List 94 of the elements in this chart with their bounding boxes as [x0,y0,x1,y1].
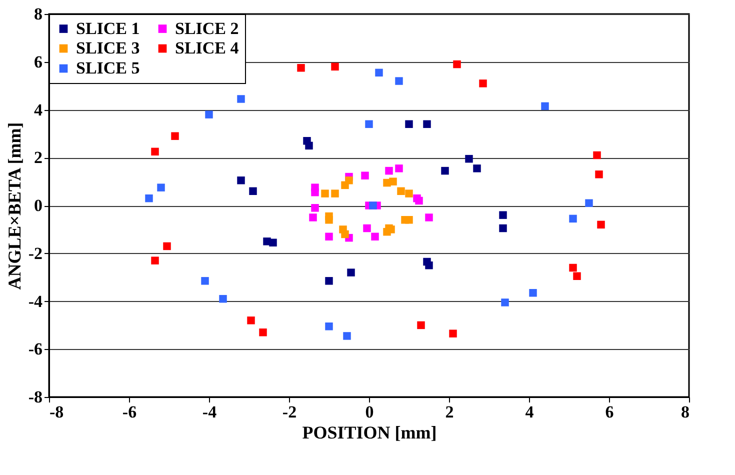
point [395,164,403,172]
y-tick-label: -6 [28,340,42,359]
point [145,194,153,202]
y-tick-label: 2 [34,148,42,168]
point [397,187,405,196]
point [259,328,267,336]
y-tick-label: -4 [28,292,43,311]
point [297,64,305,72]
point [343,332,351,340]
point [361,172,369,180]
x-tick-label: -2 [282,402,297,422]
point [569,264,577,272]
point [201,277,209,285]
y-tick-label: 4 [34,100,43,120]
point [237,176,245,184]
point [425,214,433,222]
point [305,142,313,150]
point [395,77,403,85]
point [449,330,457,338]
point [347,268,355,276]
x-tick-label: -8 [50,402,64,422]
point [499,211,507,219]
point [365,120,373,128]
y-tick-label: -8 [28,388,42,406]
point [595,170,603,178]
point [473,164,481,172]
point [415,196,423,205]
point [163,242,171,250]
point [219,294,227,303]
point [541,102,549,110]
x-tick-label: 8 [681,402,690,422]
point [375,68,383,77]
x-tick-label: 4 [525,402,534,422]
x-tick-label: -6 [122,402,137,422]
y-tick-label: -2 [28,244,42,263]
point [405,190,413,198]
point [453,60,461,68]
point [363,224,371,232]
point [479,80,487,88]
point [383,228,391,236]
point [593,151,601,160]
legend-label: SLICE 4 [175,38,240,58]
point [321,190,329,198]
point [585,199,593,207]
point [389,178,397,186]
point [465,154,473,163]
point [331,190,339,198]
point [205,110,213,118]
point [311,188,319,196]
point [151,148,159,156]
point [171,132,179,140]
legend-label: SLICE 5 [76,58,140,78]
legend-label: SLICE 3 [76,38,140,58]
point [325,277,333,285]
point [405,216,413,224]
point [157,184,165,192]
x-tick-label: 2 [445,402,454,422]
point [249,187,257,196]
point [325,216,333,224]
x-axis-title: POSITION [mm] [302,422,437,442]
y-axis-title: ANGLE×BETA [mm] [4,122,24,290]
point [309,214,317,222]
y-tick-label: 6 [34,52,42,72]
point [405,120,413,128]
point [529,289,537,297]
point [573,272,581,280]
point [331,62,339,71]
x-tick-label: -4 [202,402,218,422]
y-tick-label: 0 [34,196,42,215]
point [499,224,507,232]
y-tick-label: 8 [34,4,42,24]
point [425,261,433,270]
point [569,214,577,223]
point [325,322,333,330]
point [237,95,245,103]
point [311,204,319,212]
point [385,166,393,175]
point [417,321,425,330]
point [369,202,377,210]
legend-label: SLICE 2 [175,18,239,38]
x-tick-label: 0 [365,402,374,422]
point [341,230,349,238]
point [501,298,509,306]
point [325,232,333,240]
point [423,120,431,128]
point [441,166,449,175]
point [345,176,353,184]
point [151,256,159,264]
point [269,238,277,246]
point [247,316,255,324]
legend-label: SLICE 1 [76,18,140,38]
point [371,232,379,240]
point [597,220,605,229]
x-tick-label: 6 [605,402,614,422]
